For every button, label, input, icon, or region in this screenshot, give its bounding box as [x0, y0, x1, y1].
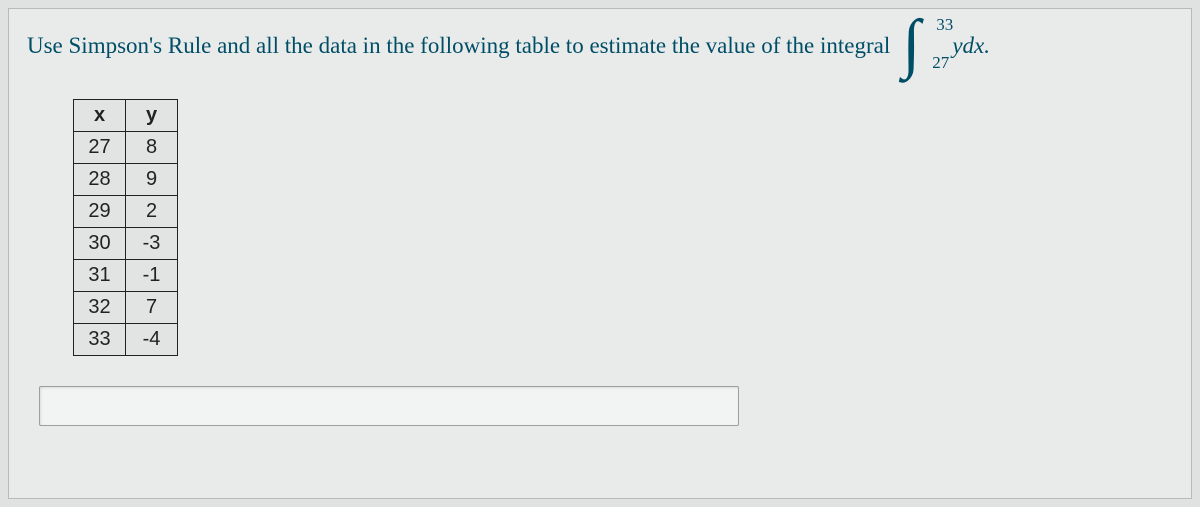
- col-header-y: y: [126, 100, 178, 132]
- table-row: 31 -1: [74, 260, 178, 292]
- table-row: 32 7: [74, 292, 178, 324]
- answer-input[interactable]: [39, 386, 739, 426]
- col-header-x: x: [74, 100, 126, 132]
- cell-x: 30: [74, 228, 126, 260]
- cell-y: 8: [126, 132, 178, 164]
- table-row: 27 8: [74, 132, 178, 164]
- integral-sign-icon: ∫: [902, 21, 920, 67]
- cell-y: 2: [126, 196, 178, 228]
- cell-y: -1: [126, 260, 178, 292]
- table-row: 29 2: [74, 196, 178, 228]
- cell-x: 33: [74, 324, 126, 356]
- cell-x: 27: [74, 132, 126, 164]
- integrand: ydx.: [952, 33, 990, 59]
- upper-bound: 33: [936, 15, 953, 35]
- lower-bound: 27: [932, 53, 949, 73]
- integral-expression: ∫ 33 27 ydx.: [902, 23, 990, 69]
- table-row: 30 -3: [74, 228, 178, 260]
- cell-y: -3: [126, 228, 178, 260]
- question-row: Use Simpson's Rule and all the data in t…: [27, 23, 1173, 69]
- cell-y: 7: [126, 292, 178, 324]
- question-text: Use Simpson's Rule and all the data in t…: [27, 32, 890, 60]
- data-table-wrap: x y 27 8 28 9 29 2 30 -3: [73, 99, 1173, 356]
- table-row: 33 -4: [74, 324, 178, 356]
- cell-y: 9: [126, 164, 178, 196]
- cell-y: -4: [126, 324, 178, 356]
- cell-x: 32: [74, 292, 126, 324]
- table-row: 28 9: [74, 164, 178, 196]
- question-panel: Use Simpson's Rule and all the data in t…: [8, 8, 1192, 499]
- cell-x: 31: [74, 260, 126, 292]
- data-table: x y 27 8 28 9 29 2 30 -3: [73, 99, 178, 356]
- cell-x: 29: [74, 196, 126, 228]
- table-header-row: x y: [74, 100, 178, 132]
- cell-x: 28: [74, 164, 126, 196]
